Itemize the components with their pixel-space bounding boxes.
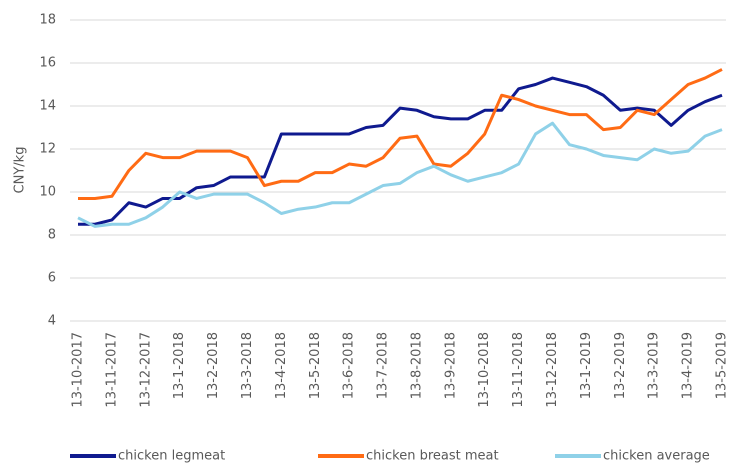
x-tick-label: 13-11-2018: [511, 332, 526, 408]
x-tick-label: 13-2-2018: [206, 332, 221, 399]
legend-label: chicken legmeat: [118, 449, 225, 464]
legend-label: chicken breast meat: [366, 449, 499, 464]
y-tick-label: 8: [48, 228, 56, 243]
y-tick-label: 4: [48, 314, 56, 329]
x-tick-label: 13-3-2019: [647, 332, 662, 399]
series-line: [77, 121, 723, 228]
x-tick-label: 13-6-2018: [342, 332, 357, 399]
x-tick-label: 13-10-2017: [71, 332, 86, 408]
x-tick-label: 13-1-2019: [579, 332, 594, 399]
x-tick-label: 13-9-2018: [443, 332, 458, 399]
x-tick-label: 13-11-2017: [104, 332, 119, 408]
x-tick-label: 13-10-2018: [477, 332, 492, 408]
x-tick-label: 13-7-2018: [376, 332, 391, 399]
series-line: [78, 76, 723, 226]
y-axis-label: CNY/kg: [13, 147, 28, 194]
y-tick-label: 6: [48, 271, 56, 286]
x-tick-label: 13-5-2018: [308, 332, 323, 399]
x-tick-label: 13-12-2018: [545, 332, 560, 408]
x-tick-label: 13-1-2018: [172, 332, 187, 399]
y-tick-label: 12: [39, 142, 56, 157]
y-tick-label: 18: [39, 13, 56, 28]
x-tick-label: 13-4-2018: [274, 332, 289, 399]
legend-label: chicken average: [603, 449, 710, 464]
y-tick-label: 16: [39, 56, 56, 71]
series-line: [78, 68, 723, 200]
x-tick-label: 13-12-2017: [138, 332, 153, 408]
x-tick-label: 13-2-2019: [613, 332, 628, 399]
y-tick-label: 10: [39, 185, 56, 200]
y-tick-label: 14: [39, 99, 56, 114]
x-tick-label: 13-5-2019: [715, 332, 729, 399]
x-tick-label: 13-8-2018: [409, 332, 424, 399]
x-tick-label: 13-4-2019: [681, 332, 696, 399]
x-tick-label: 13-3-2018: [240, 332, 255, 399]
